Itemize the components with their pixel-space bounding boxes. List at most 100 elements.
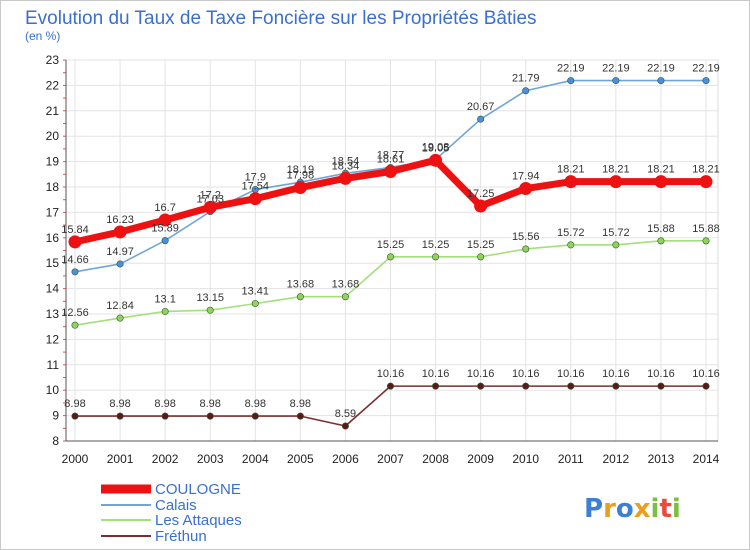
data-label: 22.19 [602, 63, 630, 75]
data-point [567, 382, 575, 390]
data-point [113, 225, 127, 239]
data-point [293, 181, 307, 195]
data-point [612, 77, 620, 85]
data-point [341, 293, 349, 301]
data-point [158, 213, 172, 227]
y-tick-label: 13 [46, 307, 60, 321]
data-point [251, 300, 259, 308]
data-label: 16.23 [106, 214, 134, 226]
data-label: 8.98 [109, 398, 130, 410]
data-point [702, 382, 710, 390]
data-label: 8.98 [154, 398, 175, 410]
data-point [206, 412, 214, 420]
data-point [477, 253, 485, 261]
data-point [116, 260, 124, 268]
data-label: 10.16 [557, 368, 585, 380]
x-tick-label: 2005 [287, 452, 314, 466]
data-label: 14.97 [106, 246, 134, 258]
y-tick-label: 20 [46, 129, 60, 143]
data-point [522, 245, 530, 253]
data-label: 12.56 [61, 307, 89, 319]
data-point [699, 175, 713, 189]
data-point [384, 165, 397, 179]
y-tick-label: 22 [46, 78, 60, 92]
data-label: 15.72 [557, 227, 585, 239]
data-point [386, 382, 394, 390]
data-point [248, 192, 262, 206]
data-label: 18.21 [602, 164, 630, 176]
data-label: 15.25 [377, 239, 405, 251]
data-label: 15.88 [692, 223, 720, 235]
data-point [296, 293, 304, 301]
chart-title: Evolution du Taux de Taxe Foncière sur l… [25, 8, 537, 29]
data-label: 10.16 [467, 368, 495, 380]
data-point [567, 241, 575, 249]
chart-subtitle: (en %) [25, 29, 60, 43]
y-tick-label: 11 [47, 358, 60, 372]
data-point [477, 115, 485, 123]
data-label: 10.16 [377, 368, 405, 380]
data-label: 10.16 [602, 368, 630, 380]
data-label: 18.19 [287, 164, 315, 176]
x-tick-label: 2008 [422, 452, 449, 466]
data-label: 17.25 [467, 188, 495, 200]
data-point [161, 307, 169, 315]
data-point [567, 77, 575, 85]
proxiti-logo: Proxiti [584, 494, 681, 524]
data-point [654, 175, 668, 189]
data-point [161, 237, 169, 245]
data-label: 15.88 [647, 223, 675, 235]
data-point [71, 321, 79, 329]
y-tick-label: 21 [46, 104, 60, 118]
y-tick-label: 9 [52, 409, 59, 423]
data-label: 18.21 [557, 164, 585, 176]
legend-label: Fréthun [155, 528, 207, 545]
logo-text: Proxiti [584, 494, 681, 524]
data-point [474, 199, 488, 213]
data-label: 8.59 [335, 408, 356, 420]
y-tick-label: 10 [46, 383, 60, 397]
x-tick-label: 2000 [62, 452, 89, 466]
data-point [386, 253, 394, 261]
y-tick-label: 19 [46, 155, 60, 169]
x-tick-label: 2014 [693, 452, 720, 466]
data-label: 12.84 [106, 300, 134, 312]
data-label: 13.15 [196, 292, 224, 304]
data-point [657, 382, 665, 390]
data-point [429, 153, 443, 167]
data-label: 18.77 [377, 149, 405, 161]
y-tick-label: 14 [46, 282, 60, 296]
data-label: 16.7 [154, 202, 175, 214]
data-label: 15.56 [512, 231, 540, 243]
data-point [702, 77, 710, 85]
data-point [657, 77, 665, 85]
plot-area [65, 59, 719, 442]
y-tick-label: 8 [52, 434, 59, 448]
data-point [432, 253, 440, 261]
x-tick-label: 2006 [332, 452, 359, 466]
y-tick-label: 12 [46, 332, 60, 346]
data-point [522, 87, 530, 95]
y-tick-label: 16 [46, 231, 60, 245]
data-label: 18.34 [332, 160, 360, 172]
x-tick-label: 2002 [152, 452, 179, 466]
data-label: 10.16 [692, 368, 720, 380]
data-point [477, 382, 485, 390]
data-label: 8.98 [245, 398, 266, 410]
x-tick-label: 2007 [377, 452, 404, 466]
data-point [161, 412, 169, 420]
data-point [116, 412, 124, 420]
data-point [657, 237, 665, 245]
data-label: 15.25 [467, 239, 495, 251]
x-tick-label: 2011 [558, 452, 584, 466]
data-label: 15.89 [151, 223, 179, 235]
y-tick-label: 18 [46, 180, 60, 194]
data-point [612, 382, 620, 390]
data-label: 21.79 [512, 73, 540, 85]
data-label: 13.68 [332, 279, 360, 291]
data-point [296, 412, 304, 420]
data-label: 17.03 [196, 194, 224, 206]
data-label: 15.84 [61, 224, 89, 236]
